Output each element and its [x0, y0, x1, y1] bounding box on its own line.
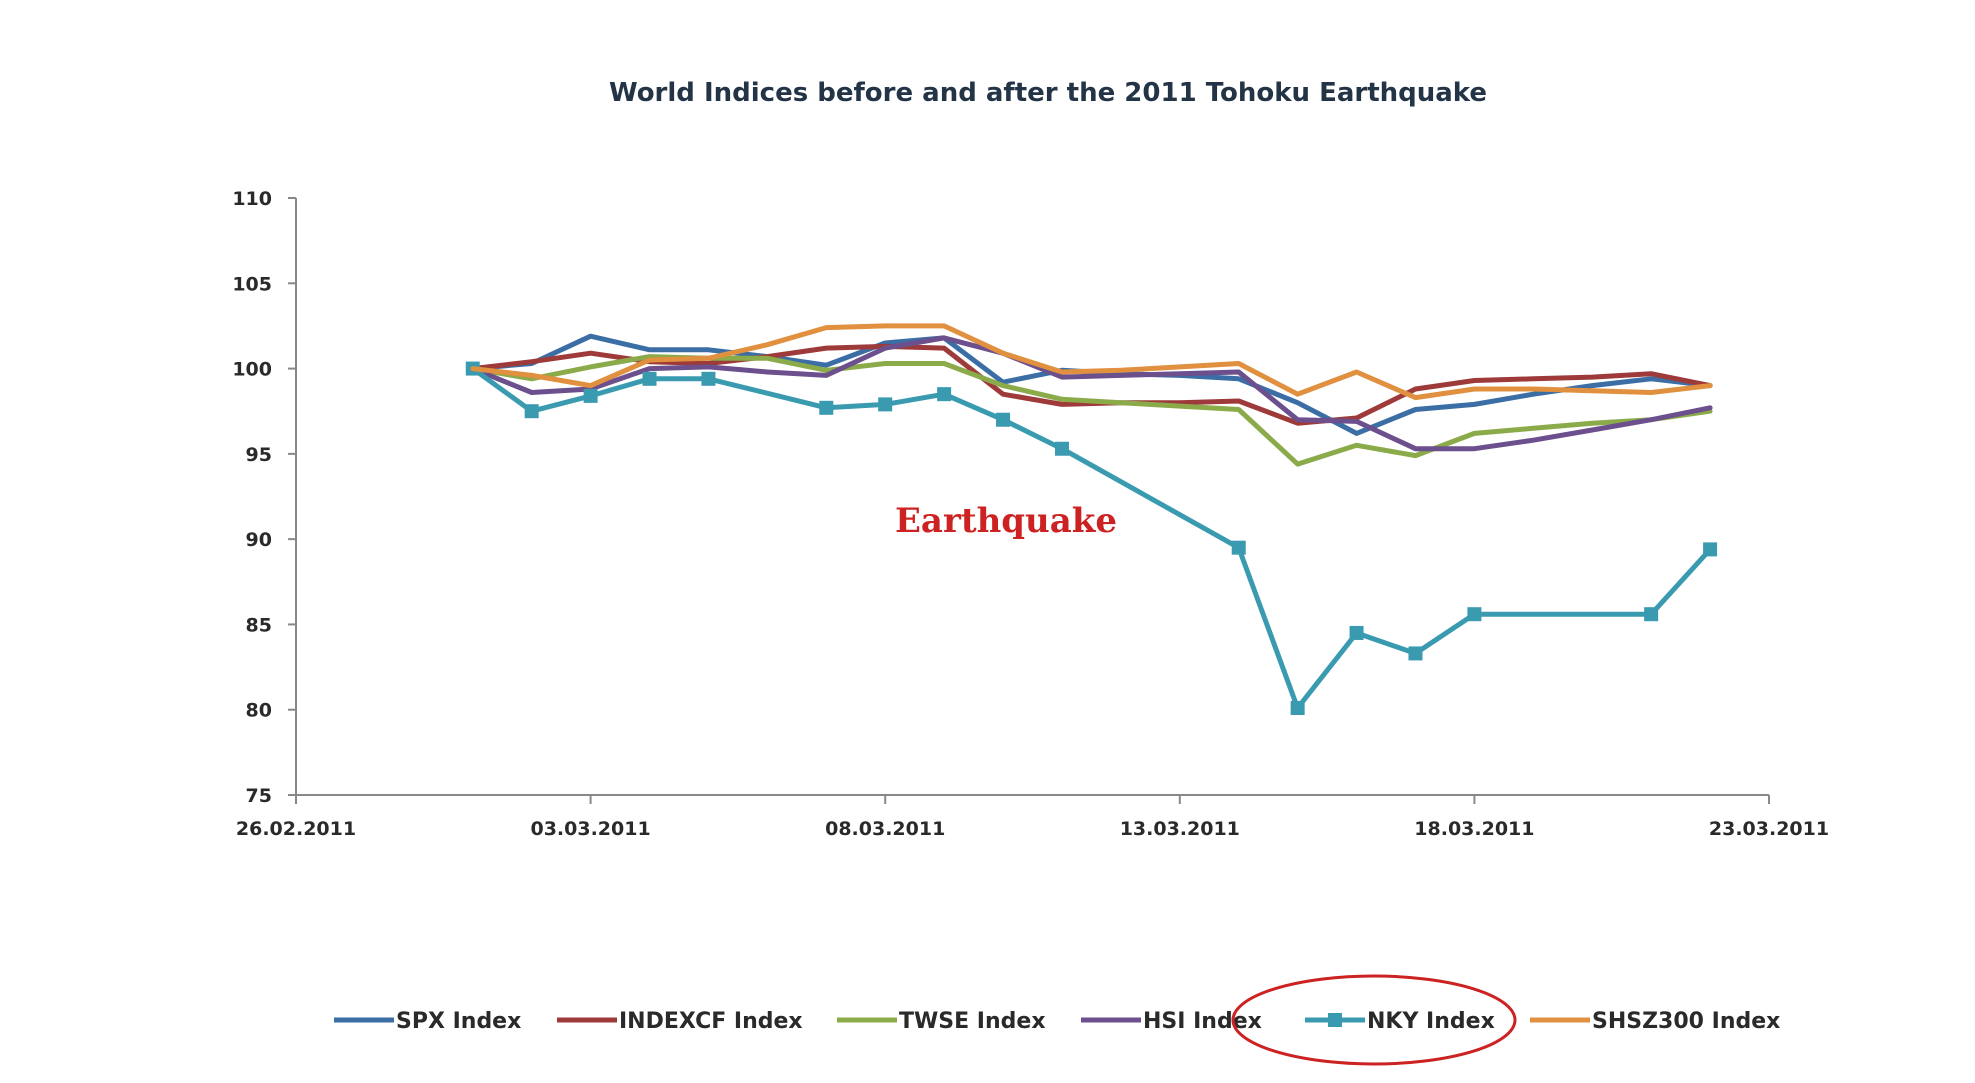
nky-index-point: [1290, 701, 1305, 716]
y-tick-label: 110: [232, 188, 272, 210]
nky-index-point: [1054, 441, 1069, 456]
nky-index-point: [937, 387, 952, 402]
x-tick-label: 13.03.2011: [1120, 818, 1240, 840]
legend-label-shsz300-index: SHSZ300 Index: [1592, 1009, 1780, 1034]
nky-index-point: [1467, 607, 1482, 622]
nky-index-point: [1349, 625, 1364, 640]
y-tick-label: 105: [232, 273, 272, 295]
legend-label-hsi-index: HSI Index: [1143, 1009, 1262, 1034]
nky-highlight-ellipse: [1231, 974, 1517, 1066]
y-tick-label: 85: [246, 614, 272, 636]
nky-index-point: [642, 371, 657, 386]
nky-index-point: [1231, 540, 1246, 555]
spx-index-line: [470, 333, 1713, 436]
y-tick-label: 75: [246, 785, 272, 807]
nky-index-point: [583, 388, 598, 403]
x-tick-label: 03.03.2011: [530, 818, 650, 840]
y-tick-label: 80: [246, 700, 272, 722]
nky-index-point: [1644, 607, 1659, 622]
series-lines: [465, 323, 1718, 716]
legend-label-twse-index: TWSE Index: [899, 1009, 1046, 1034]
legend-marker-nky-index: [1328, 1013, 1342, 1027]
nky-index-point: [1408, 646, 1423, 661]
shsz300-index-line: [470, 323, 1713, 401]
x-tick-label: 26.02.2011: [236, 818, 356, 840]
indexcf-index-line: [470, 343, 1713, 426]
nky-index-point: [524, 404, 539, 419]
legend-label-indexcf-index: INDEXCF Index: [619, 1009, 803, 1034]
x-tick-label: 08.03.2011: [825, 818, 945, 840]
legend-label-spx-index: SPX Index: [396, 1009, 521, 1034]
x-tick-label: 18.03.2011: [1414, 818, 1534, 840]
legend: SPX Index INDEXCF Index TWSE Index HSI Inde…: [334, 1009, 1780, 1034]
nky-index-point: [878, 397, 893, 412]
legend-label-nky-index: NKY Index: [1367, 1009, 1495, 1034]
y-ticks: 75 80 85 90 95 100 105 110: [232, 188, 296, 807]
y-tick-label: 100: [232, 359, 272, 381]
nky-index-point: [819, 400, 834, 415]
nky-index-point: [1703, 542, 1718, 557]
x-ticks: 26.02.2011 03.03.2011 08.03.2011 13.03.2011…: [236, 795, 1829, 840]
nky-index-point: [996, 412, 1011, 427]
hsi-index-line: [470, 335, 1713, 452]
y-tick-label: 95: [246, 444, 272, 466]
chart-title: World Indices before and after the 2011 …: [609, 78, 1487, 108]
y-tick-label: 90: [246, 529, 272, 551]
axes: [295, 198, 1769, 796]
earthquake-annotation: Earthquake: [895, 501, 1117, 541]
nky-index-point: [701, 371, 716, 386]
x-tick-label: 23.03.2011: [1709, 818, 1829, 840]
